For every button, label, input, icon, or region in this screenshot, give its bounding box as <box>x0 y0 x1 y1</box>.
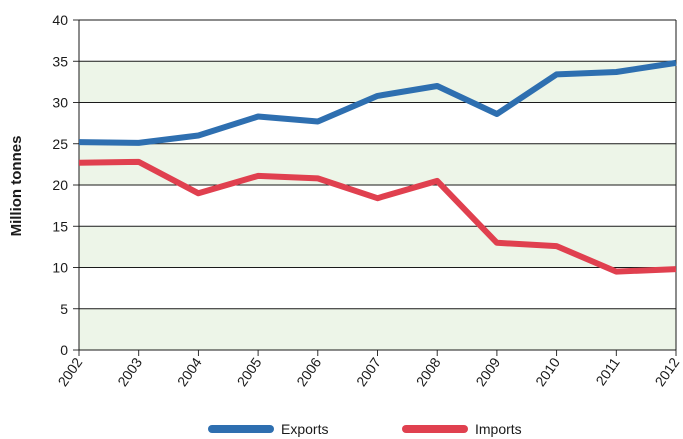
y-tick-label: 10 <box>52 260 68 276</box>
legend-label-imports: Imports <box>475 421 522 437</box>
legend-label-exports: Exports <box>281 421 328 437</box>
y-tick-label: 5 <box>60 301 68 317</box>
y-tick-label: 35 <box>52 53 68 69</box>
x-tick-label: 2002 <box>54 354 85 389</box>
y-tick-label: 20 <box>52 177 68 193</box>
x-tick-label: 2010 <box>532 354 563 389</box>
background-bands <box>79 61 676 350</box>
x-tick-labels: 2002 2003 2004 2005 2006 2007 2008 2009 2010 2011… <box>54 354 682 389</box>
gridlines <box>79 19 676 351</box>
axes <box>73 19 677 356</box>
background-band <box>79 226 676 268</box>
x-tick-label: 2003 <box>114 354 145 389</box>
x-tick-label: 2004 <box>174 354 205 389</box>
series-lines <box>78 59 677 275</box>
y-axis-title: Million tonnes <box>8 136 25 237</box>
y-tick-label: 40 <box>52 12 68 28</box>
series-line-imports <box>78 158 677 275</box>
y-tick-label: 25 <box>52 136 68 152</box>
x-tick-label: 2012 <box>651 354 682 389</box>
background-band <box>79 308 676 350</box>
x-tick-label: 2008 <box>413 354 444 389</box>
y-tick-label: 15 <box>52 218 68 234</box>
y-tick-label: 30 <box>52 95 68 111</box>
legend: Exports Imports <box>208 421 522 437</box>
x-tick-label: 2011 <box>592 354 622 388</box>
x-tick-label: 2005 <box>234 354 265 389</box>
x-tick-label: 2009 <box>472 354 503 389</box>
y-tick-labels: 0 5 10 15 20 25 30 35 40 <box>52 12 68 358</box>
background-band <box>79 143 676 185</box>
series-line-exports <box>78 59 677 146</box>
x-tick-label: 2007 <box>353 354 384 389</box>
y-tick-label: 0 <box>60 342 68 358</box>
x-tick-label: 2006 <box>293 354 324 389</box>
